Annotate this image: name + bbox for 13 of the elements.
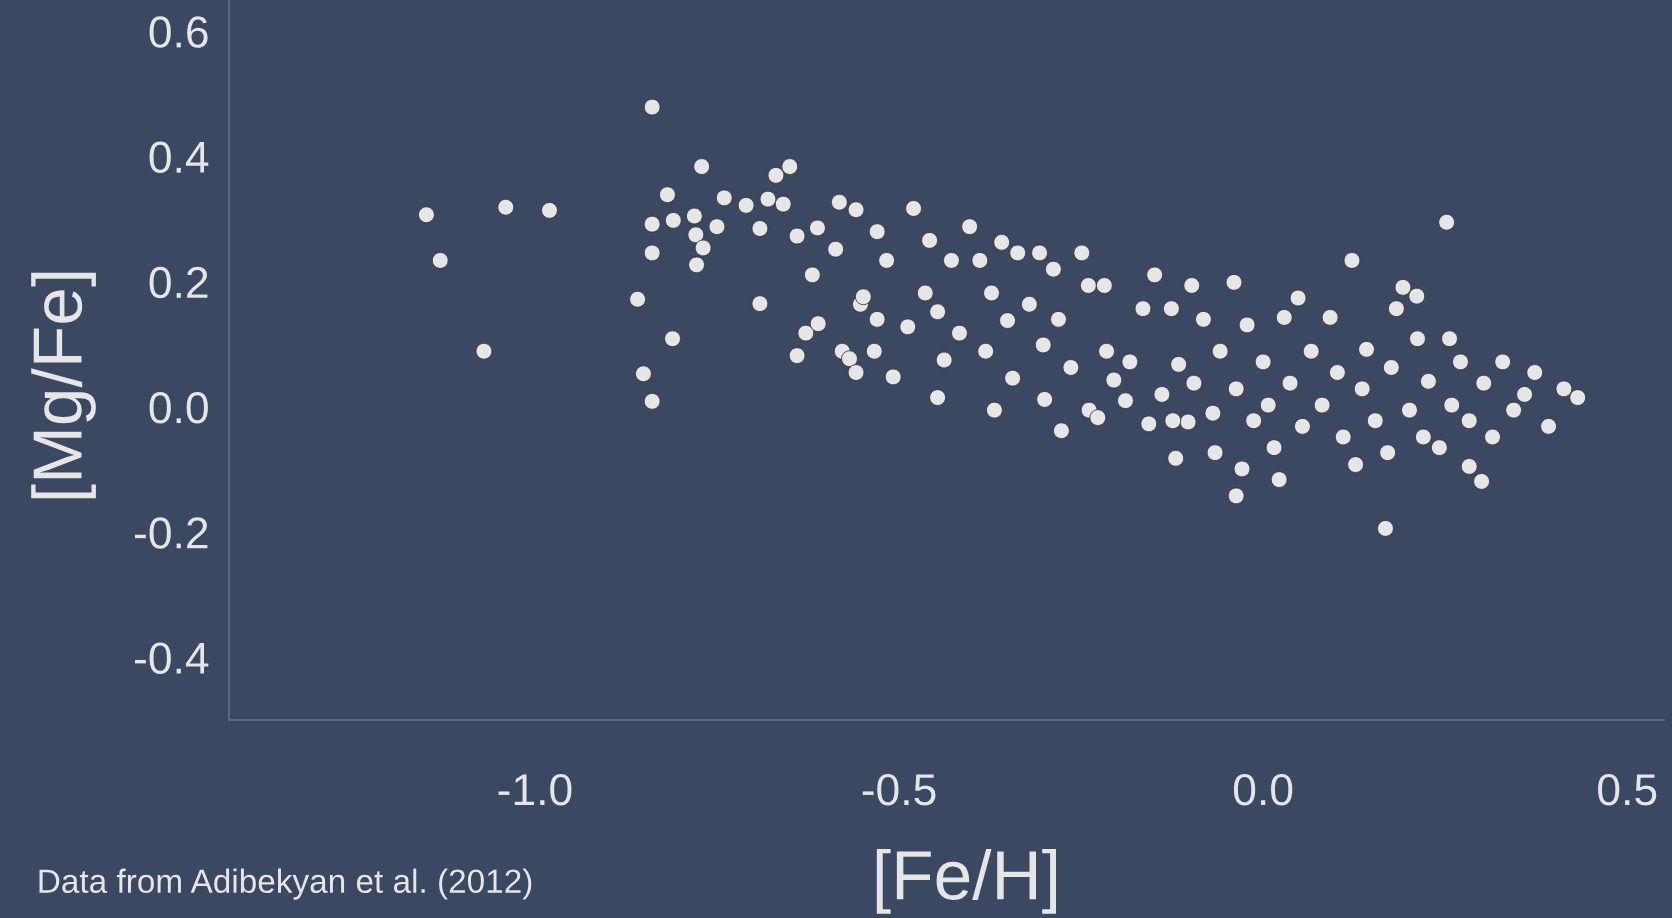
y-tick-label: 0.4: [149, 141, 209, 174]
text: Data from Adibekyan et al. (2012): [39, 868, 532, 900]
x-tick-label: -1.0: [498, 773, 572, 806]
y-axis-title: [Mg/Fe]: [31, 272, 96, 499]
x-tick-label: 0.5: [1598, 773, 1657, 806]
x-tick-label: 0.0: [1233, 773, 1293, 806]
y-tick-label: 0.2: [149, 266, 208, 299]
x-axis-title: [Fe/H]: [876, 848, 1057, 914]
y-tick-label: 0.0: [149, 392, 208, 424]
y-tick-label: -0.2: [135, 517, 208, 549]
x-tick-label: -0.5: [862, 773, 936, 806]
y-tick-label: 0.6: [149, 16, 208, 48]
y-tick-label: -0.4: [135, 642, 209, 674]
